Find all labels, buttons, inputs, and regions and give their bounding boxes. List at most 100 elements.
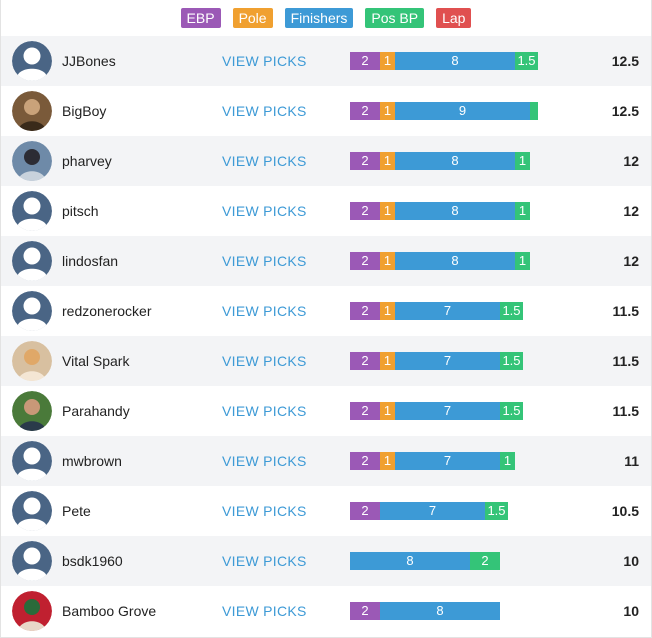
photo-avatar-icon[interactable]	[12, 91, 52, 131]
bar-segment-posbp: 1	[515, 252, 530, 270]
photo-avatar-icon[interactable]	[12, 341, 52, 381]
total-points: 11.5	[612, 303, 639, 319]
view-picks-link[interactable]: VIEW PICKS	[222, 453, 307, 469]
view-picks-link[interactable]: VIEW PICKS	[222, 203, 307, 219]
bar-segment-ebp: 2	[350, 352, 380, 370]
view-picks-link[interactable]: VIEW PICKS	[222, 353, 307, 369]
username[interactable]: Pete	[62, 503, 91, 519]
photo-avatar-icon[interactable]	[12, 391, 52, 431]
username[interactable]: Vital Spark	[62, 353, 130, 369]
bar-segment-finishers: 7	[380, 502, 485, 520]
avatar-image	[12, 241, 52, 281]
total-points: 12	[623, 153, 639, 169]
points-bar: 2 7 1.5	[350, 502, 508, 520]
bar-segment-ebp: 2	[350, 52, 380, 70]
avatar-image	[12, 341, 52, 381]
view-picks-link[interactable]: VIEW PICKS	[222, 303, 307, 319]
bar-segment-finishers: 8	[395, 202, 515, 220]
bar-segment-posbp: 1	[500, 452, 515, 470]
default-avatar-icon[interactable]	[12, 241, 52, 281]
photo-avatar-icon[interactable]	[12, 591, 52, 631]
username[interactable]: Bamboo Grove	[62, 603, 157, 619]
legend-item-ebp: EBP	[180, 8, 221, 28]
bar-segment-finishers: 8	[395, 252, 515, 270]
username[interactable]: pitsch	[62, 203, 99, 219]
view-picks-link[interactable]: VIEW PICKS	[222, 553, 307, 569]
total-points: 12	[623, 203, 639, 219]
default-avatar-icon[interactable]	[12, 491, 52, 531]
view-picks-link[interactable]: VIEW PICKS	[222, 253, 307, 269]
leaderboard-rows: JJBones VIEW PICKS 2 1 8 1.5 12.5 BigBoy VI…	[1, 36, 651, 636]
view-picks-link[interactable]: VIEW PICKS	[222, 403, 307, 419]
bar-segment-ebp: 2	[350, 402, 380, 420]
bar-segment-ebp: 2	[350, 252, 380, 270]
username[interactable]: redzonerocker	[62, 303, 152, 319]
bar-segment-finishers: 7	[395, 302, 500, 320]
view-picks-link[interactable]: VIEW PICKS	[222, 103, 307, 119]
view-picks-link[interactable]: VIEW PICKS	[222, 603, 307, 619]
username[interactable]: Parahandy	[62, 403, 130, 419]
default-avatar-icon[interactable]	[12, 291, 52, 331]
bar-segment-finishers: 8	[350, 552, 470, 570]
avatar-image	[12, 591, 52, 631]
bar-segment-pole: 1	[380, 252, 395, 270]
username[interactable]: mwbrown	[62, 453, 122, 469]
default-avatar-icon[interactable]	[12, 191, 52, 231]
points-bar: 2 1 7 1.5	[350, 402, 523, 420]
bar-segment-finishers: 8	[395, 152, 515, 170]
bar-segment-ebp: 2	[350, 502, 380, 520]
avatar-image	[12, 141, 52, 181]
view-picks-link[interactable]: VIEW PICKS	[222, 153, 307, 169]
photo-avatar-icon[interactable]	[12, 141, 52, 181]
leaderboard-row: Parahandy VIEW PICKS 2 1 7 1.5 11.5	[1, 386, 651, 436]
view-picks-link[interactable]: VIEW PICKS	[222, 53, 307, 69]
username[interactable]: bsdk1960	[62, 553, 123, 569]
bar-segment-pole: 1	[380, 452, 395, 470]
avatar-image	[12, 91, 52, 131]
bar-segment-posbp	[530, 102, 538, 120]
leaderboard-row: Vital Spark VIEW PICKS 2 1 7 1.5 11.5	[1, 336, 651, 386]
total-points: 10	[623, 553, 639, 569]
username[interactable]: pharvey	[62, 153, 112, 169]
total-points: 12	[623, 253, 639, 269]
total-points: 12.5	[611, 53, 639, 69]
bar-segment-ebp: 2	[350, 602, 380, 620]
bar-segment-finishers: 7	[395, 452, 500, 470]
points-bar: 2 1 8 1.5	[350, 52, 538, 70]
username[interactable]: lindosfan	[62, 253, 119, 269]
bar-segment-pole: 1	[380, 352, 395, 370]
points-bar: 2 1 7 1.5	[350, 302, 523, 320]
bar-segment-pole: 1	[380, 52, 395, 70]
default-avatar-icon[interactable]	[12, 541, 52, 581]
bar-segment-pole: 1	[380, 402, 395, 420]
total-points: 10	[623, 603, 639, 619]
avatar-image	[12, 441, 52, 481]
bar-segment-pole: 1	[380, 302, 395, 320]
username[interactable]: BigBoy	[62, 103, 107, 119]
legend-item-pole: Pole	[232, 8, 273, 28]
bar-segment-ebp: 2	[350, 152, 380, 170]
view-picks-link[interactable]: VIEW PICKS	[222, 503, 307, 519]
legend: EBP Pole Finishers Pos BP Lap	[1, 0, 651, 36]
default-avatar-icon[interactable]	[12, 41, 52, 81]
avatar-image	[12, 191, 52, 231]
bar-segment-posbp: 1.5	[500, 402, 523, 420]
default-avatar-icon[interactable]	[12, 441, 52, 481]
bar-segment-ebp: 2	[350, 302, 380, 320]
avatar-image	[12, 41, 52, 81]
points-bar: 2 1 7 1.5	[350, 352, 523, 370]
legend-item-finishers: Finishers	[284, 8, 354, 28]
total-points: 11.5	[612, 403, 639, 419]
bar-segment-ebp: 2	[350, 102, 380, 120]
username[interactable]: JJBones	[62, 53, 116, 69]
